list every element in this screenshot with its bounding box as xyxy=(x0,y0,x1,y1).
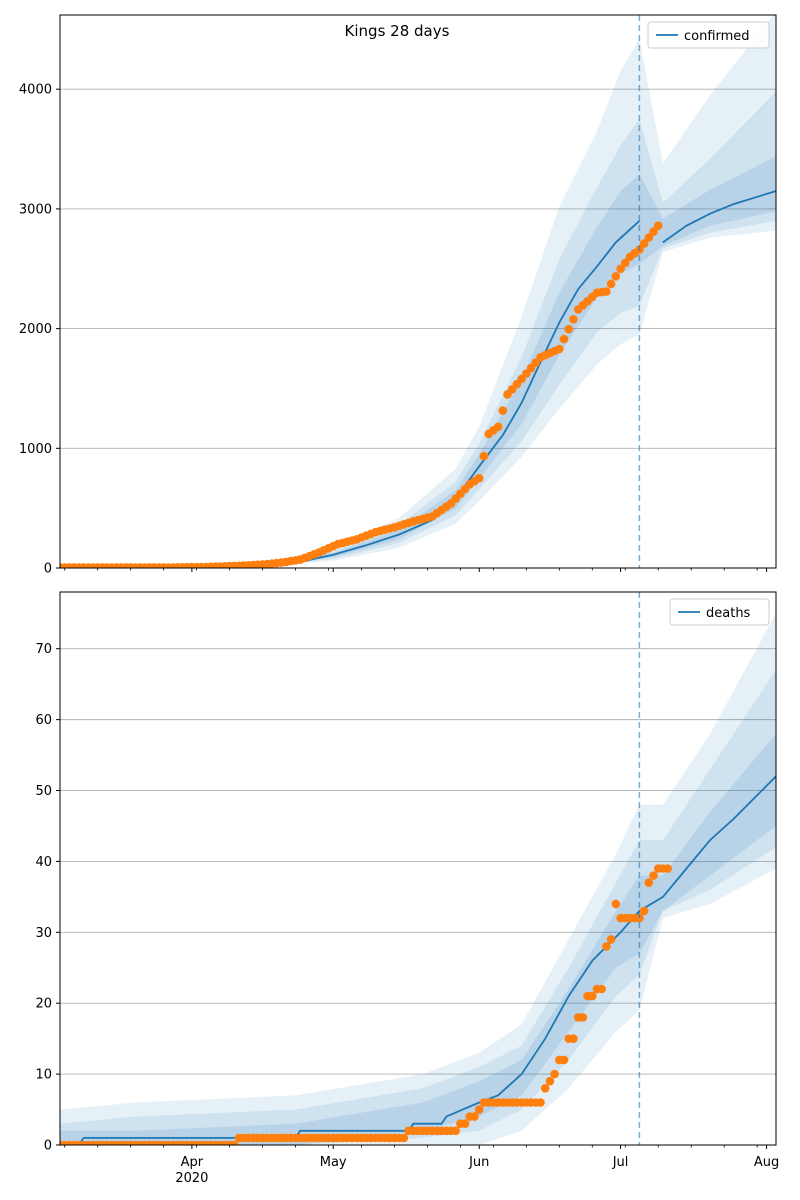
band-inner xyxy=(60,156,776,568)
observed-point xyxy=(545,1076,555,1086)
legend: deaths xyxy=(669,598,770,626)
legend-label: deaths xyxy=(706,606,751,621)
observed-point xyxy=(540,1084,550,1093)
y-tick-label: 40 xyxy=(35,855,52,870)
observed-point xyxy=(569,1034,578,1043)
x-tick-label: May xyxy=(320,1155,347,1170)
observed-point xyxy=(649,871,658,880)
observed-point xyxy=(663,864,672,873)
legend-box xyxy=(669,598,770,626)
observed-point xyxy=(460,1119,470,1128)
observed-point xyxy=(621,258,630,268)
y-tick-label: 20 xyxy=(35,997,52,1012)
observed-point xyxy=(559,1055,569,1065)
observed-point xyxy=(569,315,578,324)
band-middle xyxy=(60,91,776,568)
x-tick-label: Jul xyxy=(612,1155,629,1170)
legend: confirmed xyxy=(647,21,770,49)
y-tick-label: 3000 xyxy=(19,202,52,217)
observed-point xyxy=(230,1140,239,1145)
observed-point xyxy=(588,991,597,1001)
y-tick-label: 70 xyxy=(35,642,52,657)
chart-title: Kings 28 days xyxy=(345,22,450,40)
plot-frame xyxy=(59,14,777,569)
y-tick-label: 10 xyxy=(35,1068,52,1083)
observed-point xyxy=(550,1069,559,1079)
y-tick-label: 2000 xyxy=(19,322,52,337)
y-tick-label: 60 xyxy=(35,713,52,728)
band-outer xyxy=(60,15,776,568)
confirmed-panel: 0 1000 2000 3000 4000 confirmed Kings 28 days xyxy=(19,14,777,577)
band-inner xyxy=(60,733,776,1145)
observed-point xyxy=(635,913,644,923)
observed-point xyxy=(474,1105,484,1114)
observed-point xyxy=(399,1133,409,1143)
x-year-label: 2020 xyxy=(175,1171,208,1186)
plot-area xyxy=(60,613,776,1145)
y-tick-label: 50 xyxy=(35,784,52,799)
observed-point xyxy=(555,344,564,354)
observed-point xyxy=(479,451,489,461)
observed-point xyxy=(536,1098,545,1107)
observed-point xyxy=(653,221,663,230)
observed-point xyxy=(559,334,569,344)
observed-point xyxy=(611,899,621,909)
y-tick-label: 0 xyxy=(44,562,52,577)
observed-point xyxy=(611,272,621,281)
legend-box xyxy=(647,21,770,49)
y-tick-label: 4000 xyxy=(19,83,52,98)
observed-point xyxy=(639,906,649,916)
observed-point xyxy=(602,287,611,296)
x-tick-label: Aug xyxy=(754,1155,779,1170)
plot-frame xyxy=(59,591,777,1146)
observed-point xyxy=(493,422,503,432)
observed-point xyxy=(639,239,649,248)
observed-point xyxy=(602,942,611,951)
model-line xyxy=(662,190,776,244)
y-tick-label: 1000 xyxy=(19,442,52,457)
legend-label: confirmed xyxy=(684,29,750,44)
deaths-panel: 0 10 20 30 40 50 60 70 Apr May Jun Jul Aug 2020 deaths xyxy=(35,591,779,1186)
observed-point xyxy=(644,233,654,242)
band-outer xyxy=(60,613,776,1145)
observed-point xyxy=(606,935,616,944)
y-tick-label: 30 xyxy=(35,926,52,941)
band-middle xyxy=(60,670,776,1145)
x-tick-label: Jun xyxy=(468,1155,489,1170)
observed-point xyxy=(578,1013,588,1022)
observed-point xyxy=(644,878,654,887)
observed-point xyxy=(606,279,616,289)
observed-point xyxy=(649,227,658,236)
observed-point xyxy=(451,1126,461,1136)
observed-point xyxy=(470,1112,479,1121)
observed-point xyxy=(597,984,606,994)
observed-point xyxy=(474,473,484,483)
observed-point xyxy=(564,324,573,334)
plot-area xyxy=(60,15,776,568)
observed-point xyxy=(616,264,625,274)
observed-point xyxy=(498,406,508,415)
y-tick-label: 0 xyxy=(44,1139,52,1154)
x-tick-label: Apr xyxy=(181,1155,204,1170)
